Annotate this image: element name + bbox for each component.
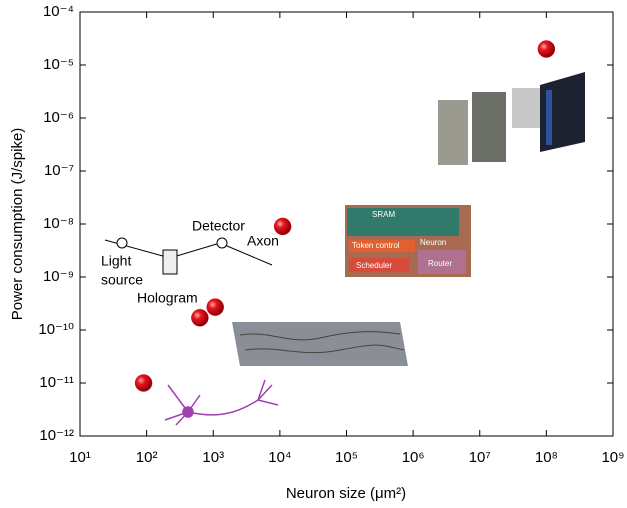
x-tick-label: 10⁷	[469, 449, 491, 466]
annotation: Hologram	[137, 290, 198, 306]
x-tick-label: 10⁵	[335, 449, 358, 466]
supercomputer-image	[438, 72, 585, 165]
annotation: Axon	[247, 233, 279, 249]
data-point	[134, 374, 153, 392]
photonic-chip-image	[232, 322, 408, 366]
y-tick-label: 10⁻⁷	[44, 162, 74, 179]
annotation: Router	[428, 259, 452, 268]
data-point	[191, 309, 209, 327]
annotation: Scheduler	[356, 261, 392, 270]
y-tick-label: 10⁻¹²	[39, 427, 74, 444]
data-point	[206, 298, 224, 316]
neuron-image	[164, 379, 279, 426]
y-axis-label: Power consumption (J/spike)	[9, 128, 26, 321]
y-tick-label: 10⁻⁵	[43, 56, 74, 73]
annotation: Neuron	[420, 238, 446, 247]
annotation: Light	[101, 253, 131, 269]
annotation: SRAM	[372, 210, 395, 219]
annotation: Token control	[352, 241, 400, 250]
x-tick-label: 10⁹	[601, 449, 624, 466]
annotation: Detector	[192, 218, 245, 234]
y-tick-label: 10⁻⁴	[43, 3, 74, 20]
data-point	[537, 40, 556, 58]
chip-image	[345, 205, 471, 277]
x-tick-label: 10¹	[69, 449, 91, 466]
x-axis-label: Neuron size (μm²)	[286, 485, 406, 502]
data-point	[273, 217, 292, 236]
x-tick-label: 10³	[202, 449, 224, 466]
x-tick-label: 10⁴	[268, 449, 291, 466]
y-tick-label: 10⁻¹¹	[39, 374, 74, 391]
y-tick-label: 10⁻⁶	[43, 109, 74, 126]
x-tick-label: 10⁸	[535, 449, 558, 466]
optics-image	[104, 237, 273, 275]
annotation: source	[101, 272, 143, 288]
x-tick-label: 10⁶	[402, 449, 425, 466]
y-tick-label: 10⁻¹⁰	[38, 321, 74, 338]
x-tick-label: 10²	[136, 449, 158, 466]
y-tick-label: 10⁻⁸	[43, 215, 74, 232]
y-tick-label: 10⁻⁹	[43, 268, 74, 285]
